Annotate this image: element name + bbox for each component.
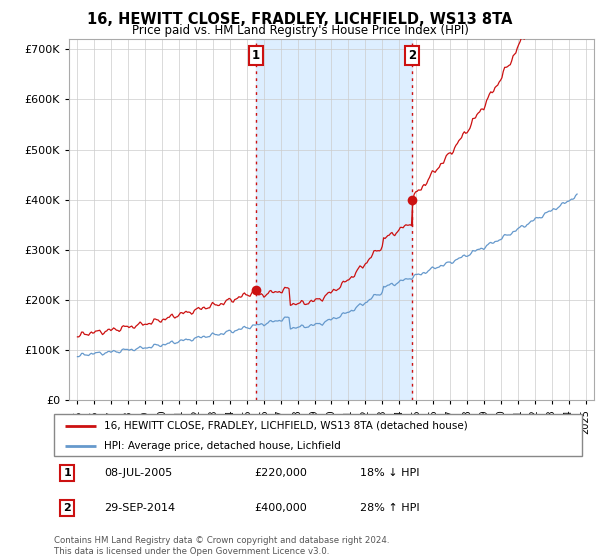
Text: 08-JUL-2005: 08-JUL-2005 [104,468,172,478]
Text: 1: 1 [64,468,71,478]
Text: £400,000: £400,000 [254,503,307,513]
Text: HPI: Average price, detached house, Lichfield: HPI: Average price, detached house, Lich… [104,441,341,451]
Text: 29-SEP-2014: 29-SEP-2014 [104,503,175,513]
Text: 18% ↓ HPI: 18% ↓ HPI [360,468,420,478]
Bar [256,39,412,400]
Text: 28% ↑ HPI: 28% ↑ HPI [360,503,420,513]
Text: 2: 2 [408,49,416,62]
Text: Price paid vs. HM Land Registry's House Price Index (HPI): Price paid vs. HM Land Registry's House … [131,24,469,36]
Text: Contains HM Land Registry data © Crown copyright and database right 2024.
This d: Contains HM Land Registry data © Crown c… [54,536,389,556]
Text: 16, HEWITT CLOSE, FRADLEY, LICHFIELD, WS13 8TA: 16, HEWITT CLOSE, FRADLEY, LICHFIELD, WS… [87,12,513,27]
Text: 16, HEWITT CLOSE, FRADLEY, LICHFIELD, WS13 8TA (detached house): 16, HEWITT CLOSE, FRADLEY, LICHFIELD, WS… [104,421,468,431]
Text: 1: 1 [251,49,260,62]
Text: £220,000: £220,000 [254,468,308,478]
Text: 2: 2 [64,503,71,513]
